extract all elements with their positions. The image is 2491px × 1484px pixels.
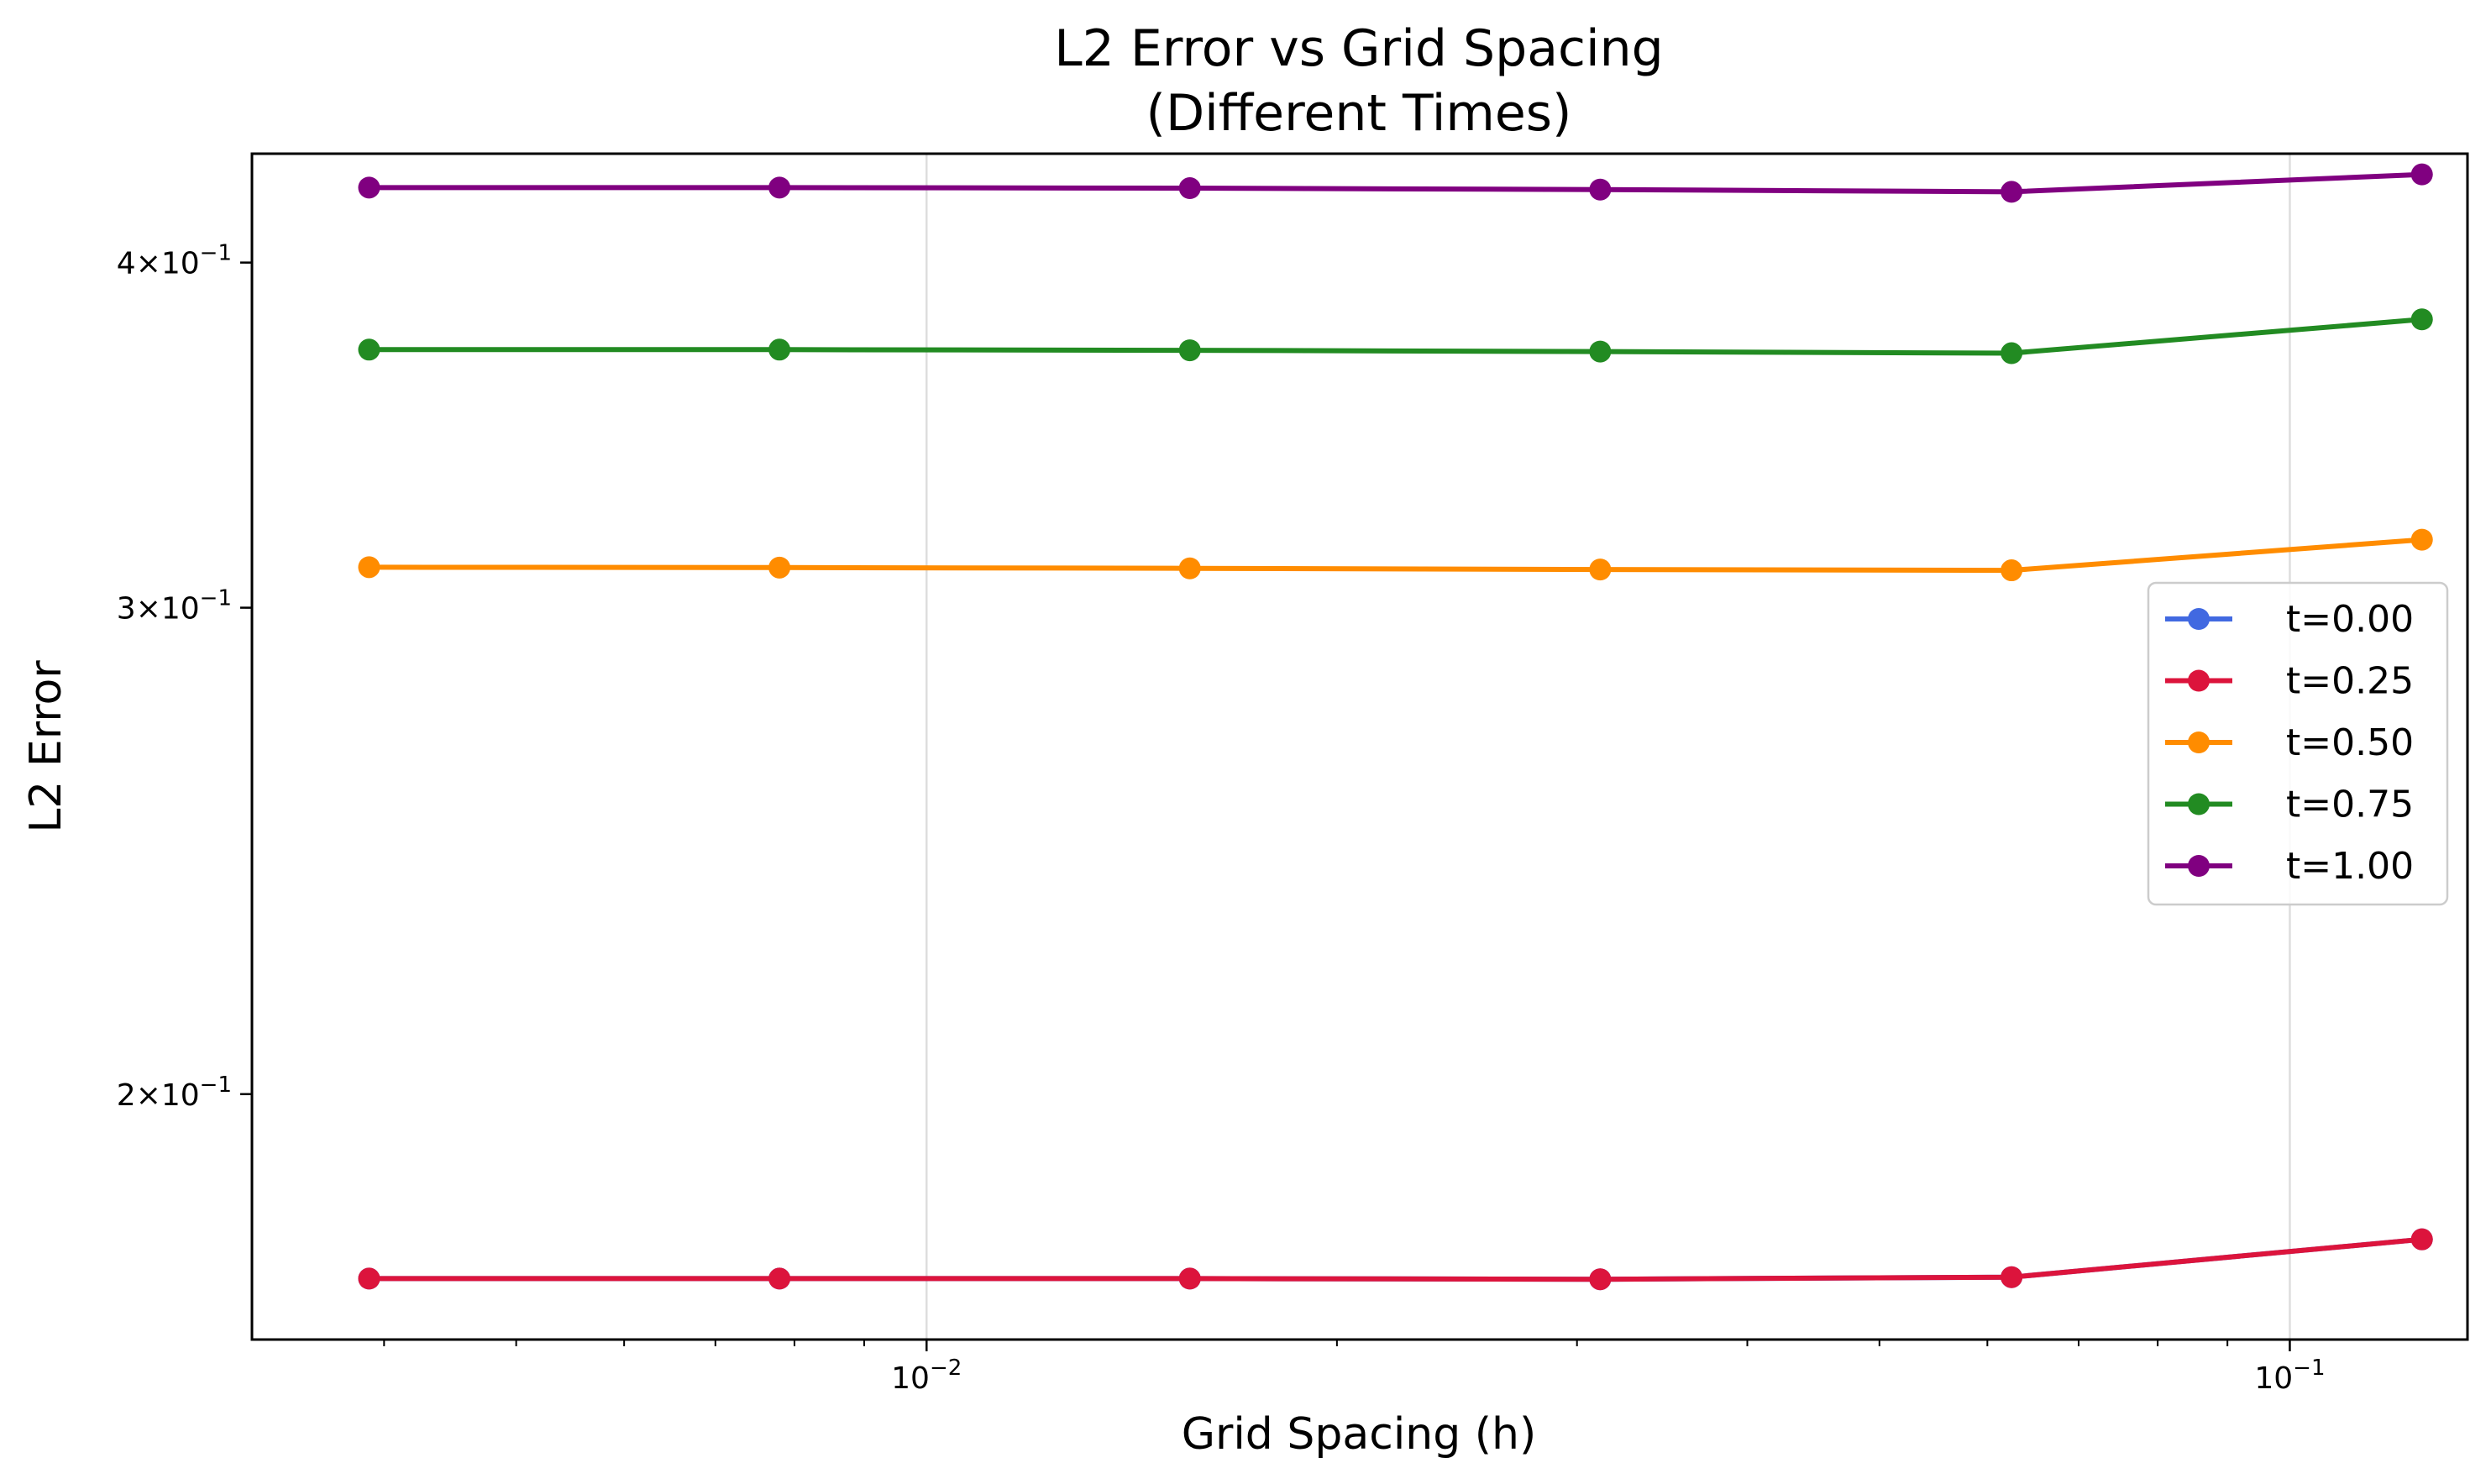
minor-ticks [245,261,2229,1346]
y-axis-label: L2 Error [21,660,71,833]
data-point [2410,528,2433,551]
legend-entry: t=1.00 [2165,845,2414,888]
data-point [768,556,791,579]
legend-entry: t=0.00 [2165,598,2414,641]
data-point [1589,340,1612,363]
series-line [366,171,2425,195]
data-point [2410,1228,2433,1251]
legend-label: t=1.00 [2286,845,2414,888]
data-point [1178,339,1201,362]
data-point [768,1267,791,1290]
series-line [366,1236,2425,1282]
data-point [358,176,380,199]
x-tick-label: 10−1 [2254,1356,2325,1396]
data-point [1589,558,1612,581]
data-point [358,556,380,579]
data-point [2001,559,2023,582]
plot-frame [250,152,2469,1341]
x-ticks: 10−2 10−1 [891,1340,2326,1396]
data-point [358,338,380,361]
legend-swatch-marker [2188,732,2210,753]
data-point [1178,177,1201,200]
x-axis-label: Grid Spacing (h) [1182,1409,1537,1460]
data-point [2410,163,2433,186]
legend-label: t=0.25 [2286,660,2414,703]
y-tick-label: 3×10−1 [117,586,232,627]
legend-swatch-marker [2188,855,2210,877]
chart-subtitle: (Different Times) [1146,84,1572,143]
series-group [358,163,2433,1291]
series-t=1.00 [358,163,2433,203]
x-tick-label: 10−2 [891,1356,962,1396]
series-line [366,317,2425,356]
data-point [358,1267,380,1290]
data-point [768,176,791,199]
data-point [2001,1266,2023,1288]
legend-entry: t=0.25 [2165,660,2414,703]
y-tick-label: 2×10−1 [117,1072,232,1113]
legend-label: t=0.75 [2286,784,2414,826]
legend-entry: t=0.75 [2165,784,2414,826]
data-point [2001,181,2023,203]
series-t=0.25 [358,1228,2433,1291]
legend-box [2147,581,2449,906]
data-point [2410,308,2433,331]
data-point [1589,178,1612,201]
legend: t=0.00 t=0.25 t=0.50 t=0.75 t=1.00 [2147,581,2449,906]
legend-swatch-marker [2188,608,2210,630]
legend-entry: t=0.50 [2165,721,2414,764]
series-line [366,537,2425,574]
data-point [768,338,791,361]
y-tick-label: 4×10−1 [117,241,232,281]
data-point [1589,1268,1612,1291]
legend-swatch-marker [2188,793,2210,815]
chart-title: L2 Error vs Grid Spacing [1054,19,1664,78]
legend-label: t=0.00 [2286,598,2414,641]
grid-lines [925,154,2291,1340]
series-line [366,1236,2425,1282]
data-point [1178,1267,1201,1290]
series-t=0.50 [358,528,2433,582]
y-ticks: 2×10−1 3×10−1 4×10−1 [117,241,252,1113]
data-point [2001,342,2023,364]
data-point [1178,557,1201,579]
legend-swatch-marker [2188,669,2210,692]
legend-label: t=0.50 [2286,721,2414,764]
series-t=0.75 [358,308,2433,364]
